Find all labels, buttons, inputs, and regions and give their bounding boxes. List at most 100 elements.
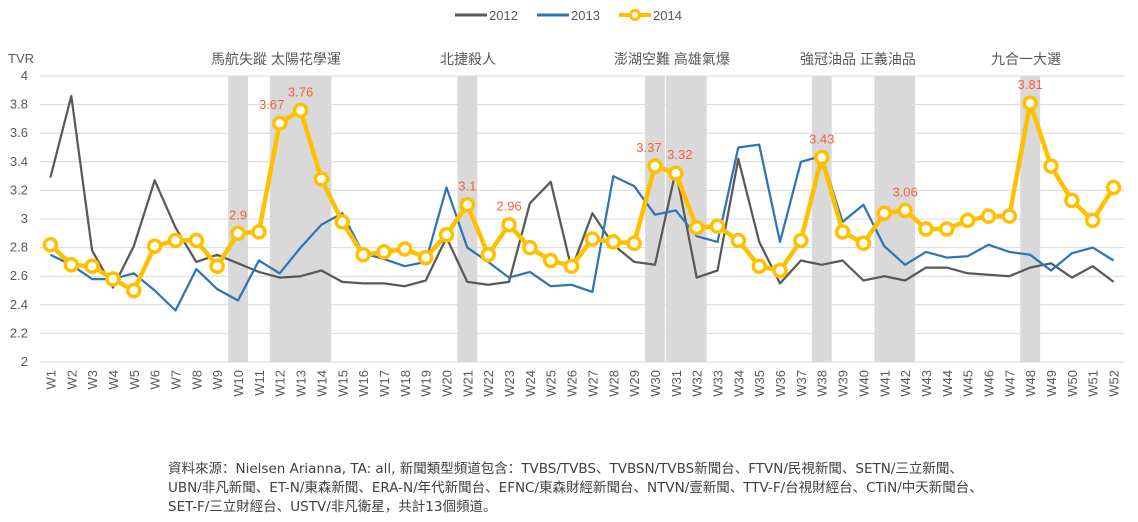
event-annotation: 強冠油品 正義油品 (800, 51, 916, 67)
x-tick-label: W8 (189, 370, 204, 390)
series-line-2014 (48, 100, 1116, 293)
data-label: 3.76 (288, 84, 313, 99)
source-footnote: 資料來源：Nielsen Arianna, TA: all, 新聞類型頻道包含：… (168, 460, 1138, 517)
footnote-line: UBN/非凡新聞、ET-N/東森新聞、ERA-N/年代新聞台、EFNC/東森財經… (168, 480, 983, 496)
data-point-2014 (563, 258, 580, 274)
series-line-2013 (49, 143, 1115, 312)
data-point-2014 (167, 232, 184, 249)
x-tick-label: W27 (585, 370, 600, 397)
data-point-2014 (42, 236, 59, 253)
data-point-2014 (480, 247, 496, 263)
legend: 2012 2013 2014 (455, 8, 682, 23)
x-tick-label: W49 (1044, 370, 1059, 397)
x-tick-label: W36 (773, 370, 788, 397)
x-tick-label: W2 (64, 370, 79, 390)
x-tick-label: W6 (148, 370, 163, 390)
x-tick-label: W23 (502, 370, 517, 397)
data-point-2014 (84, 258, 100, 274)
data-point-2014 (1043, 158, 1059, 174)
data-label: 3.32 (667, 147, 692, 162)
data-point-2014 (126, 282, 142, 299)
y-tick-label: 4 (21, 68, 28, 83)
data-point-2014 (376, 244, 392, 260)
data-point-2014 (813, 149, 830, 166)
data-point-2014 (647, 158, 663, 174)
footnote-line: SET-F/三立財經台、USTV/非凡衛星，共計13個頻道。 (168, 499, 497, 515)
data-point-2014 (230, 225, 246, 242)
gridlines (40, 75, 1124, 363)
x-tick-label: W33 (711, 370, 726, 397)
data-point-2014 (939, 221, 955, 237)
event-annotations: 馬航失蹤 太陽花學運 北捷殺人 澎湖空難 高雄氣爆 強冠油品 正義油品 九合一大選 (211, 51, 1061, 67)
x-axis: W1 W2 W3 W4 W5 W6 W7 W8 W9 W10 W11 W12 W13 W14 W15 W16 W… (43, 370, 1121, 397)
x-tick-label: W29 (627, 370, 642, 397)
data-label: 2.96 (496, 199, 521, 214)
data-point-2014 (1001, 208, 1018, 224)
y-tick-label: 3.6 (10, 125, 28, 140)
data-point-2014 (1022, 95, 1038, 111)
data-point-2014 (1084, 212, 1101, 229)
x-tick-label: W35 (752, 370, 767, 397)
x-tick-label: W31 (669, 370, 684, 397)
data-label: 3.43 (809, 132, 834, 147)
x-tick-label: W17 (377, 370, 392, 397)
y-tick-label: 2.6 (10, 268, 28, 283)
data-label: 3.1 (458, 179, 476, 194)
data-point-2014 (709, 218, 726, 234)
data-point-2014 (292, 102, 309, 119)
y-tick-label: 2.2 (10, 325, 28, 340)
data-point-2014 (772, 262, 788, 279)
x-tick-label: W38 (815, 370, 830, 397)
x-tick-label: W42 (898, 370, 913, 397)
x-tick-label: W44 (940, 370, 955, 397)
y-tick-label: 2.8 (10, 240, 28, 255)
data-point-2014 (417, 249, 434, 266)
x-tick-label: W37 (794, 370, 809, 397)
data-point-2014 (793, 232, 809, 249)
data-point-2014 (876, 205, 893, 222)
data-point-2014 (334, 214, 351, 230)
x-tick-label: W52 (1107, 370, 1122, 397)
x-tick-label: W4 (106, 370, 121, 390)
data-point-2014 (438, 226, 455, 243)
data-label: 3.81 (1018, 77, 1043, 92)
y-tick-label: 3.4 (10, 154, 28, 169)
x-tick-label: W45 (961, 370, 976, 397)
x-tick-label: W9 (210, 370, 225, 390)
x-tick-label: W5 (127, 370, 142, 390)
data-point-2014 (834, 224, 851, 240)
data-label: 3.06 (892, 184, 917, 199)
data-point-2014 (855, 235, 872, 252)
data-point-2014 (459, 196, 476, 213)
x-tick-label: W21 (460, 370, 475, 397)
event-annotation: 九合一大選 (991, 51, 1061, 67)
x-tick-label: W19 (419, 370, 434, 397)
x-tick-label: W51 (1086, 370, 1101, 397)
y-axis-label: TVR (8, 51, 34, 66)
x-tick-label: W24 (523, 370, 538, 397)
x-tick-label: W28 (606, 370, 621, 397)
x-tick-label: W18 (398, 370, 413, 397)
legend-label: 2014 (653, 8, 682, 23)
x-tick-label: W15 (335, 370, 350, 397)
data-labels: 2.9 3.67 3.76 3.1 2.96 3.37 3.32 3.43 3.06 3.81 (229, 77, 1043, 222)
data-point-2014 (1105, 179, 1122, 196)
data-point-2014 (397, 241, 413, 257)
data-point-2014 (542, 252, 559, 269)
x-tick-label: W50 (1065, 370, 1080, 397)
y-tick-label: 2 (21, 354, 28, 369)
data-point-2014 (626, 235, 642, 252)
data-point-2014 (1064, 192, 1080, 209)
x-tick-label: W3 (85, 370, 100, 390)
data-point-2014 (271, 115, 288, 131)
x-tick-label: W34 (731, 370, 746, 397)
data-point-2014 (959, 212, 976, 229)
data-label: 3.67 (259, 97, 284, 112)
legend-label: 2012 (489, 8, 518, 23)
data-point-2014 (751, 258, 767, 274)
y-tick-label: 3 (21, 211, 28, 226)
x-tick-label: W25 (544, 370, 559, 397)
x-tick-label: W32 (690, 370, 705, 397)
data-point-2014 (980, 208, 997, 224)
event-annotation: 澎湖空難 高雄氣爆 (614, 51, 730, 67)
